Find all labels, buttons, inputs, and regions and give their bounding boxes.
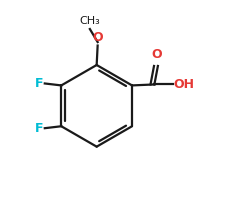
Text: O: O — [152, 48, 162, 61]
Text: F: F — [35, 77, 43, 90]
Text: O: O — [93, 31, 103, 44]
Text: F: F — [35, 122, 43, 135]
Text: CH₃: CH₃ — [79, 16, 100, 26]
Text: OH: OH — [174, 78, 195, 91]
